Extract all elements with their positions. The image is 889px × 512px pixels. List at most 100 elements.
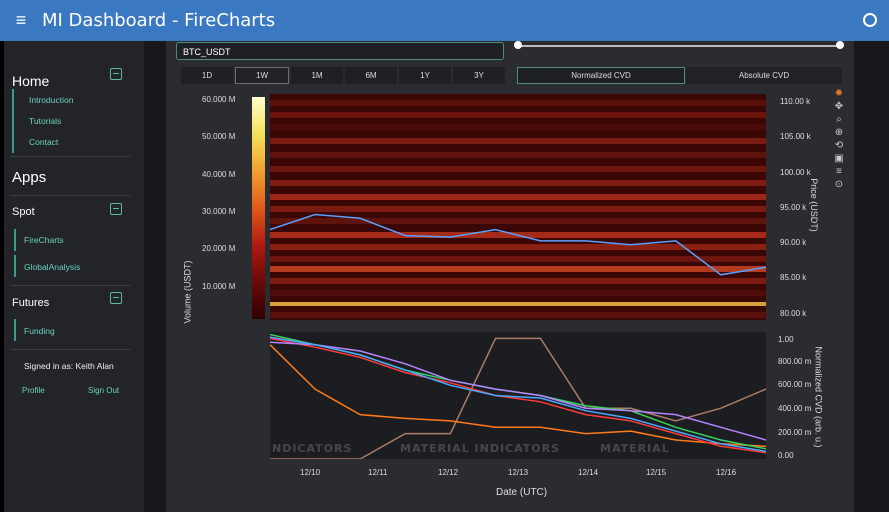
heatmap-band	[270, 152, 766, 158]
heatmap-band	[270, 302, 766, 306]
sidebar-item-contact[interactable]: Contact	[29, 137, 59, 147]
cvd-tick: 0.00	[778, 451, 794, 460]
zoom-icon[interactable]: ⌕	[836, 114, 842, 125]
heatmap-band	[270, 312, 766, 318]
x-axis-label: Date (UTC)	[496, 487, 548, 498]
heatmap-colorbar	[252, 97, 265, 319]
heatmap-band	[270, 166, 766, 172]
collapse-spot-icon[interactable]	[110, 203, 122, 215]
sidebar-item-funding[interactable]: Funding	[24, 326, 55, 336]
heatmap-band	[270, 194, 766, 200]
cvd-series-line	[270, 336, 766, 453]
heatmap-band	[270, 278, 766, 284]
timeframe-1d-button[interactable]: 1D	[181, 67, 233, 84]
app-title: MI Dashboard - FireCharts	[42, 10, 276, 31]
timeframe-1w-button[interactable]: 1W	[235, 67, 289, 84]
price-tick: 110.00 k	[780, 97, 811, 106]
normalized-cvd-button[interactable]: Normalized CVD	[517, 67, 685, 84]
heatmap-band	[270, 218, 766, 224]
cvd-tick: 200.00 m	[778, 428, 812, 437]
cvd-tick: 1.00	[778, 335, 794, 344]
cvd-tick: 800.00 m	[778, 357, 812, 366]
sidebar-section-home[interactable]: Home	[12, 73, 50, 89]
compare-icon[interactable]: ⊙	[834, 179, 844, 190]
x-tick: 12/14	[578, 468, 599, 477]
heatmap-band	[270, 138, 766, 144]
timeframe-3y-button[interactable]: 3Y	[453, 67, 505, 84]
range-slider-start-handle[interactable]	[514, 41, 522, 49]
heatmap-band	[270, 112, 766, 118]
colorbar-tick: 60.000 M	[202, 95, 236, 104]
absolute-cvd-button[interactable]: Absolute CVD	[686, 67, 842, 84]
cvd-axis-label: Normalized CVD (arb. u.)	[813, 346, 824, 448]
plotly-logo-icon[interactable]: ✹	[834, 88, 844, 99]
timeframe-6m-button[interactable]: 6M	[345, 67, 397, 84]
timeframe-1m-button[interactable]: 1M	[291, 67, 343, 84]
price-axis-label: Price (USDT)	[808, 178, 819, 232]
cvd-series-line	[270, 344, 766, 448]
heatmap-band	[270, 290, 766, 296]
heatmap-band	[270, 206, 766, 212]
heatmap-band	[270, 244, 766, 250]
x-tick: 12/15	[646, 468, 667, 477]
x-tick: 12/10	[300, 468, 321, 477]
menu-icon[interactable]: ≡	[15, 10, 27, 30]
watermark: NDICATORS	[272, 442, 353, 455]
sidebar-section-apps: Apps	[12, 169, 47, 186]
sidebar-item-globalanalysis[interactable]: GlobalAnalysis	[24, 262, 81, 272]
download-icon[interactable]: ▣	[834, 153, 844, 164]
sidebar-item-tutorials[interactable]: Tutorials	[29, 116, 62, 126]
colorbar-tick: 50.000 M	[202, 132, 236, 141]
cvd-line-chart[interactable]	[270, 332, 766, 459]
heatmap-band	[270, 100, 766, 106]
price-tick: 95.00 k	[780, 203, 807, 212]
price-tick: 100.00 k	[780, 168, 811, 177]
pan-icon[interactable]: ✥	[834, 101, 844, 112]
x-tick: 12/13	[508, 468, 529, 477]
price-tick: 85.00 k	[780, 273, 807, 282]
colorbar-tick: 20.000 M	[202, 244, 236, 253]
heatmap-band	[270, 266, 766, 272]
x-tick: 12/12	[438, 468, 459, 477]
price-line	[270, 213, 766, 276]
sign-out-button[interactable]: Sign Out	[88, 386, 120, 395]
price-tick: 90.00 k	[780, 238, 807, 247]
profile-button[interactable]: Profile	[22, 386, 45, 395]
cvd-tick: 400.00 m	[778, 404, 812, 413]
cvd-series-line	[270, 337, 766, 454]
reset-axes-icon[interactable]: ⟲	[834, 140, 844, 151]
account-icon[interactable]	[863, 13, 877, 27]
price-tick: 80.00 k	[780, 309, 807, 318]
range-slider-end-handle[interactable]	[836, 41, 844, 49]
sidebar-item-firecharts[interactable]: FireCharts	[24, 235, 64, 245]
collapse-home-icon[interactable]	[110, 68, 122, 80]
watermark: MATERIAL	[600, 442, 670, 455]
sidebar-item-introduction[interactable]: Introduction	[29, 95, 74, 105]
orderbook-heatmap[interactable]	[270, 94, 766, 320]
signed-in-label: Signed in as: Keith Alan	[24, 361, 114, 371]
collapse-futures-icon[interactable]	[110, 292, 122, 304]
watermark: MATERIAL INDICATORS	[400, 442, 561, 455]
colorbar-tick: 30.000 M	[202, 207, 236, 216]
heatmap-band	[270, 180, 766, 186]
range-slider[interactable]	[518, 45, 840, 47]
sidebar: Home Introduction Tutorials Contact Apps…	[4, 41, 144, 512]
cvd-tick: 600.00 m	[778, 380, 812, 389]
sidebar-section-spot[interactable]: Spot	[12, 206, 35, 218]
timeframe-1y-button[interactable]: 1Y	[399, 67, 451, 84]
cvd-series-line	[270, 341, 766, 441]
x-tick: 12/11	[368, 468, 388, 477]
heatmap-band	[270, 124, 766, 130]
heatmap-band	[270, 256, 766, 262]
symbol-input[interactable]: BTC_USDT	[176, 42, 504, 60]
volume-axis-label: Volume (USDT)	[182, 260, 193, 324]
price-tick: 105.00 k	[780, 132, 811, 141]
sidebar-section-futures[interactable]: Futures	[12, 297, 50, 309]
spike-icon[interactable]: ≡	[836, 166, 842, 177]
autoscale-icon[interactable]: ⊕	[834, 127, 844, 138]
chart-modebar: ✹ ✥ ⌕ ⊕ ⟲ ▣ ≡ ⊙	[830, 87, 848, 191]
top-app-bar: ≡ MI Dashboard - FireCharts	[0, 0, 889, 41]
cvd-series-line	[270, 337, 766, 459]
x-tick: 12/16	[716, 468, 737, 477]
colorbar-tick: 10.000 M	[202, 282, 236, 291]
